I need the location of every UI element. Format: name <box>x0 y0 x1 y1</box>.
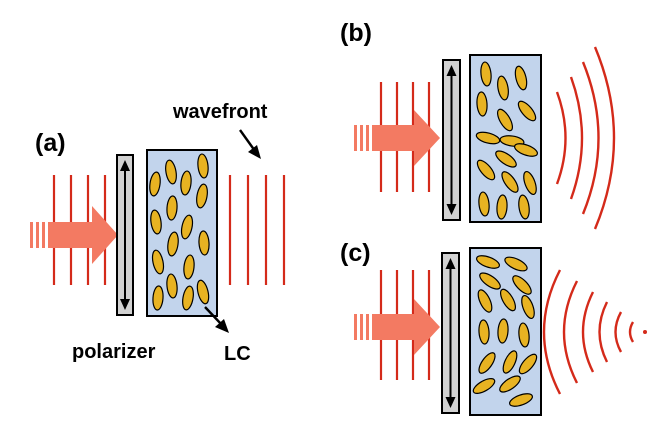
panel-b <box>354 46 616 230</box>
lc-cell-c <box>469 247 542 416</box>
lc-pointer-icon <box>204 306 229 333</box>
lc-molecules-a <box>149 153 210 311</box>
lc-molecules-c <box>472 255 538 407</box>
lc-label: LC <box>224 343 251 365</box>
polarizer-axis-icon <box>446 65 457 215</box>
lc-molecules-b <box>475 61 539 220</box>
wavefront-label: wavefront <box>173 101 268 123</box>
panel-c-label: (c) <box>340 239 371 267</box>
diverging-wavefronts-b <box>555 46 616 230</box>
lc-cell-b <box>469 54 542 223</box>
panel-a <box>30 129 286 333</box>
panel-a-label: (a) <box>35 129 66 157</box>
transmitted-wavefronts-a <box>228 175 286 285</box>
beam-arrow-a <box>30 206 118 264</box>
panel-b-label: (b) <box>340 19 372 47</box>
beam-arrow-b <box>354 110 440 166</box>
lc-cell-a <box>146 149 218 317</box>
converging-wavefronts-c <box>542 269 635 395</box>
polarizer-b <box>442 59 461 221</box>
wavefront-pointer-icon <box>239 129 261 159</box>
focal-point <box>643 330 647 334</box>
polarizer-c <box>441 252 460 414</box>
polarizer-a <box>116 154 134 316</box>
panel-c <box>354 247 647 416</box>
polarizer-axis-icon <box>120 160 130 310</box>
beam-arrow-c <box>354 299 440 355</box>
polarizer-axis-icon <box>445 258 456 408</box>
polarizer-label: polarizer <box>72 341 156 363</box>
